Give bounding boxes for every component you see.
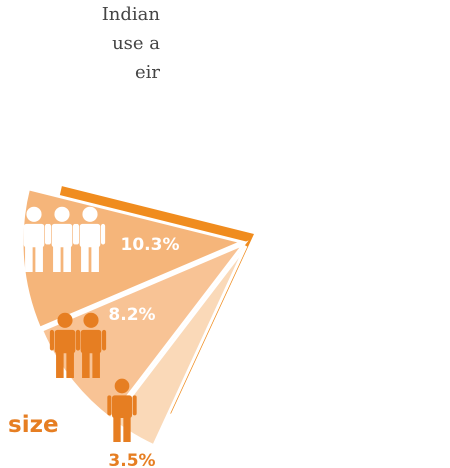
data-label: 3.5%	[108, 451, 155, 468]
four-people-plus-icon: +	[272, 162, 423, 223]
svg-text:+: +	[385, 169, 424, 223]
data-label: 8.2%	[108, 305, 155, 325]
data-label: 78%	[308, 249, 349, 269]
data-label: 10.3%	[121, 235, 180, 255]
